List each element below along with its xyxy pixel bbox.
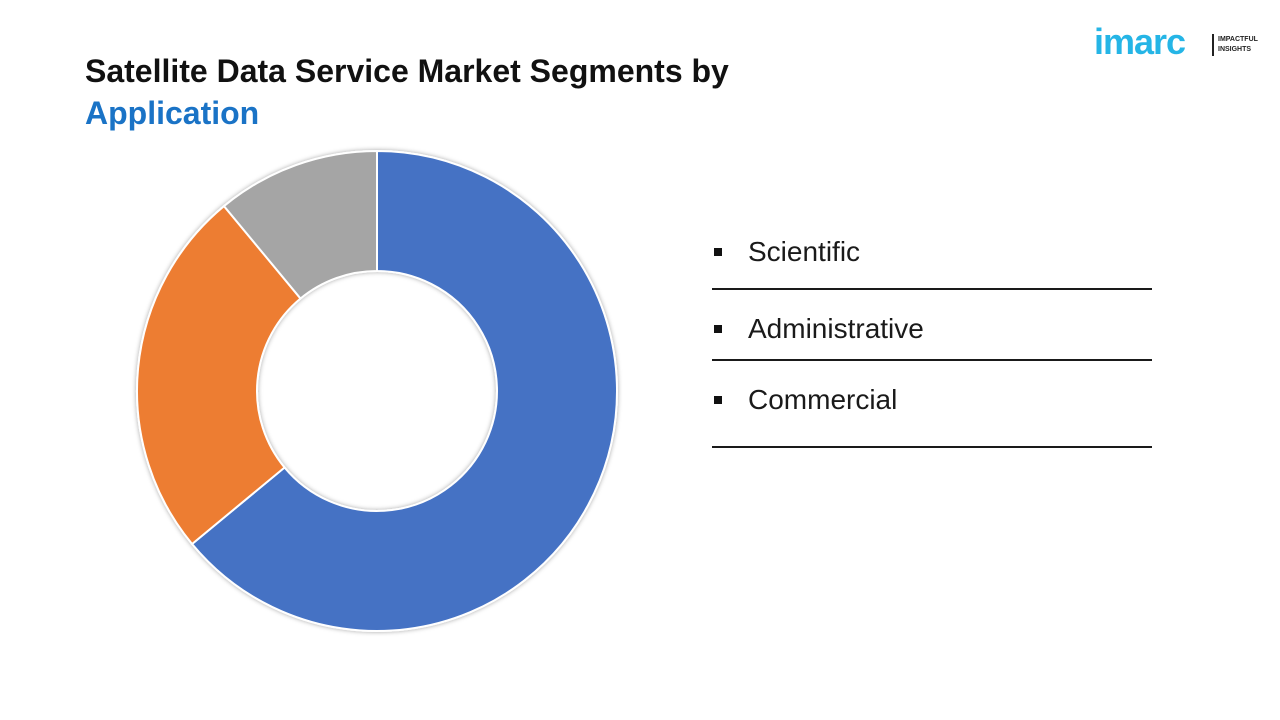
legend-label: Scientific bbox=[748, 236, 861, 267]
legend-label: Commercial bbox=[748, 384, 898, 415]
logo-tagline: IMPACTFUL INSIGHTS bbox=[1218, 35, 1278, 55]
imarc-logo: imarc IMPACTFUL INSIGHTS bbox=[1094, 16, 1270, 62]
logo-divider bbox=[1212, 34, 1214, 56]
logo-wordmark: imarc bbox=[1094, 21, 1186, 62]
legend-item-commercial: Commercial bbox=[712, 361, 1152, 448]
page-title: Satellite Data Service Market Segments b… bbox=[85, 50, 729, 134]
slice-scientific bbox=[190, 149, 618, 632]
legend-bullet-icon bbox=[714, 248, 722, 256]
slice-commercial bbox=[222, 149, 378, 300]
legend-item-scientific: Scientific bbox=[712, 214, 1152, 290]
slice-administrative bbox=[136, 204, 302, 546]
title-line-2: Application bbox=[85, 95, 260, 131]
donut-chart bbox=[136, 149, 618, 632]
legend-label: Administrative bbox=[748, 313, 924, 344]
logo-tagline-line-2: INSIGHTS bbox=[1218, 46, 1252, 53]
title-line-1: Satellite Data Service Market Segments b… bbox=[85, 53, 729, 89]
legend-item-administrative: Administrative bbox=[712, 290, 1152, 361]
legend-bullet-icon bbox=[714, 396, 722, 404]
legend-bullet-icon bbox=[714, 325, 722, 333]
chart-legend: Scientific Administrative Commercial bbox=[712, 214, 1152, 448]
logo-tagline-line-1: IMPACTFUL bbox=[1218, 36, 1258, 43]
